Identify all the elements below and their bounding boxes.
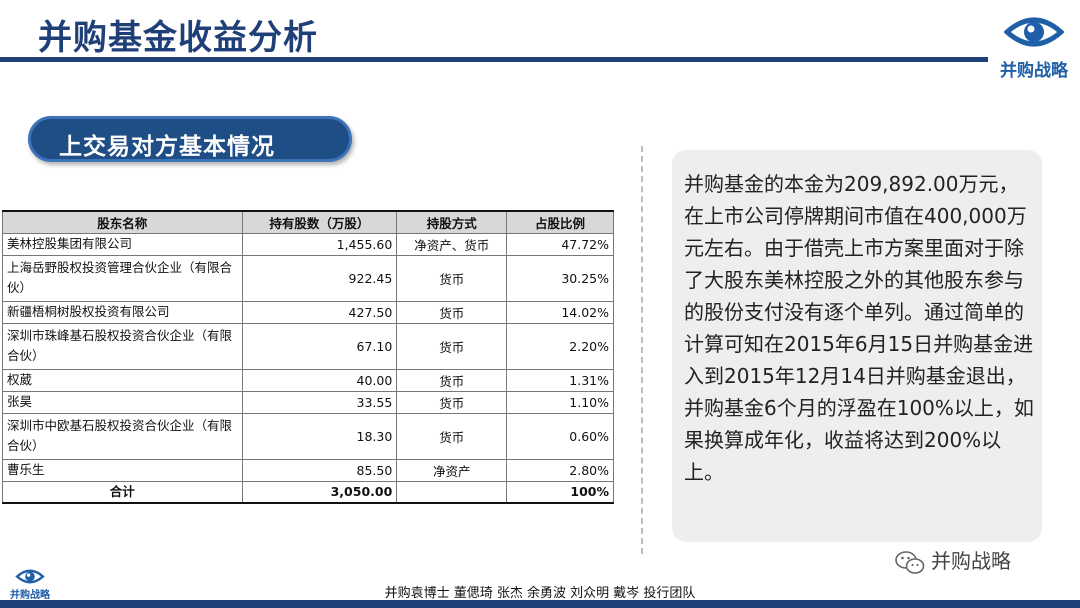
holder-shares: 67.10 [241, 322, 398, 370]
section-heading-label: 上交易对方基本情况 [59, 134, 275, 160]
column-header: 股东名称 [2, 210, 243, 234]
holder-name: 美林控股集团有限公司 [2, 232, 243, 256]
holder-shares: 922.45 [241, 254, 398, 302]
holder-mode: 货币 [396, 368, 508, 392]
holder-shares: 33.55 [241, 390, 398, 414]
wechat-label: 并购战略 [931, 549, 1011, 573]
table-total-row: 合计 3,050.00 100% [2, 480, 614, 504]
holder-name: 曹乐生 [2, 458, 243, 482]
table-row: 权葳 40.00 货币 1.31% [2, 368, 614, 392]
total-percent: 100% [506, 480, 614, 504]
table-row: 曹乐生 85.50 净资产 2.80% [2, 458, 614, 482]
holder-shares: 18.30 [241, 412, 398, 460]
holder-name: 权葳 [2, 368, 243, 392]
title-underline [0, 57, 988, 62]
eye-icon [1004, 17, 1064, 47]
holder-mode: 货币 [396, 412, 508, 460]
wechat-icon [895, 550, 925, 574]
table-row: 深圳市中欧基石股权投资合伙企业（有限合伙） 18.30 货币 0.60% [2, 412, 614, 460]
holder-percent: 1.10% [506, 390, 614, 414]
holder-shares: 40.00 [241, 368, 398, 392]
footer-bar [0, 600, 1080, 608]
holder-percent: 30.25% [506, 254, 614, 302]
column-header: 持股方式 [396, 210, 508, 234]
holder-percent: 2.20% [506, 322, 614, 370]
table-row: 上海岳野股权投资管理合伙企业（有限合伙） 922.45 货币 30.25% [2, 254, 614, 302]
holder-name: 张昊 [2, 390, 243, 414]
shareholder-table: 股东名称 持有股数（万股） 持股方式 占股比例 美林控股集团有限公司 1,455… [2, 210, 614, 504]
total-label: 合计 [2, 480, 243, 504]
holder-mode: 货币 [396, 390, 508, 414]
column-divider [641, 146, 643, 554]
total-mode [396, 480, 508, 504]
page-title: 并购基金收益分析 [38, 18, 318, 58]
holder-shares: 85.50 [241, 458, 398, 482]
holder-name: 上海岳野股权投资管理合伙企业（有限合伙） [2, 254, 243, 302]
holder-mode: 货币 [396, 322, 508, 370]
holder-percent: 14.02% [506, 300, 614, 324]
holder-mode: 净资产、货币 [396, 232, 508, 256]
holder-percent: 47.72% [506, 232, 614, 256]
total-shares: 3,050.00 [241, 480, 398, 504]
analysis-box: 并购基金的本金为209,892.00万元，在上市公司停牌期间市值在400,000… [672, 150, 1042, 542]
column-header: 持有股数（万股） [241, 210, 398, 234]
brand-logo-small: 并购战略 [4, 566, 56, 601]
holder-mode: 货币 [396, 300, 508, 324]
holder-name: 深圳市中欧基石股权投资合伙企业（有限合伙） [2, 412, 243, 460]
logo-text-small: 并购战略 [10, 590, 50, 601]
column-header: 占股比例 [506, 210, 614, 234]
table-row: 张昊 33.55 货币 1.10% [2, 390, 614, 414]
section-heading: 上交易对方基本情况 [28, 116, 352, 162]
table-header-row: 股东名称 持有股数（万股） 持股方式 占股比例 [2, 210, 614, 234]
table-row: 新疆梧桐树股权投资有限公司 427.50 货币 14.02% [2, 300, 614, 324]
holder-percent: 2.80% [506, 458, 614, 482]
holder-shares: 1,455.60 [241, 232, 398, 256]
analysis-text: 并购基金的本金为209,892.00万元，在上市公司停牌期间市值在400,000… [684, 172, 1034, 484]
brand-logo: 并购战略 [994, 6, 1074, 81]
holder-percent: 0.60% [506, 412, 614, 460]
footer-credits: 并购袁博士 董偲琦 张杰 余勇波 刘众明 戴岑 投行团队 [384, 586, 696, 601]
holder-shares: 427.50 [241, 300, 398, 324]
logo-text: 并购战略 [1000, 61, 1068, 81]
table-row: 美林控股集团有限公司 1,455.60 净资产、货币 47.72% [2, 232, 614, 256]
holder-percent: 1.31% [506, 368, 614, 392]
wechat-watermark: 并购战略 [895, 545, 1011, 576]
holder-name: 新疆梧桐树股权投资有限公司 [2, 300, 243, 324]
holder-name: 深圳市珠峰基石股权投资合伙企业（有限合伙） [2, 322, 243, 370]
eye-icon [15, 569, 45, 584]
holder-mode: 净资产 [396, 458, 508, 482]
holder-mode: 货币 [396, 254, 508, 302]
table-row: 深圳市珠峰基石股权投资合伙企业（有限合伙） 67.10 货币 2.20% [2, 322, 614, 370]
